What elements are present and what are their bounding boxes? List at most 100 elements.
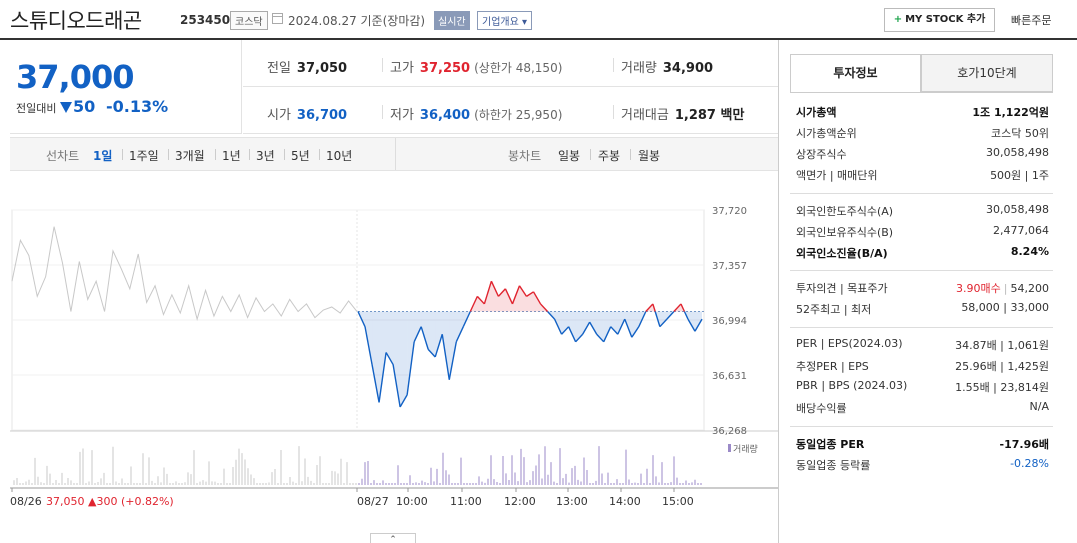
candle-weekly[interactable]: 주봉 <box>598 149 621 163</box>
info-value: 30,058,498 <box>986 146 1049 159</box>
calendar-icon <box>272 13 283 24</box>
collapse-button[interactable]: ⌃ <box>370 533 416 543</box>
info-row: 시가총액순위 코스닥 50위 <box>796 125 1049 145</box>
info-value: 30,058,498 <box>986 203 1049 216</box>
period-3m[interactable]: 3개월 <box>175 149 205 163</box>
today-down-line <box>687 318 696 332</box>
today-up-line <box>526 291 534 297</box>
today-down-area <box>561 311 569 335</box>
today-up-line <box>540 303 549 312</box>
period-3y[interactable]: 3년 <box>256 149 275 163</box>
y-tick-label: 36,631 <box>712 371 747 382</box>
y-tick-label: 37,720 <box>712 206 747 217</box>
today-down-line <box>596 333 605 343</box>
divider <box>382 58 383 72</box>
info-row: 외국인한도주식수(A) 30,058,498 <box>796 203 1049 223</box>
header: 스튜디오드래곤 253450 코스닥 2024.08.27 기준(장마감) 실시… <box>0 0 1077 40</box>
today-up-area <box>498 288 506 312</box>
info-key: 배당수익률 <box>796 402 847 415</box>
today-down-line <box>420 326 429 350</box>
today-down-area <box>442 311 450 380</box>
today-up-line <box>680 303 686 312</box>
divider <box>382 105 383 119</box>
today-up-line <box>497 288 506 297</box>
today-up-line <box>518 285 528 297</box>
info-key: 액면가 | 매매단위 <box>796 169 878 182</box>
today-down-area <box>393 311 401 407</box>
info-value: -0.28% <box>1010 457 1049 470</box>
divider <box>613 105 614 119</box>
today-down-line <box>567 326 577 343</box>
today-down-area <box>386 311 394 365</box>
price-box: 37,000 전일대비 50 -0.13% <box>10 40 242 134</box>
today-down-area <box>449 311 457 380</box>
today-down-line <box>427 348 436 358</box>
mystock-add-button[interactable]: + MY STOCK 추가 <box>884 8 995 32</box>
info-row: 시가총액 1조 1,122억원 <box>796 104 1049 124</box>
today-up-line <box>652 303 656 312</box>
corp-info-button[interactable]: 기업개요 ▾ <box>477 11 532 30</box>
candle-daily[interactable]: 일봉 <box>558 149 581 163</box>
info-row: 투자의견 | 목표주가 3.90매수 | 54,200 <box>796 280 1049 300</box>
current-price: 37,000 <box>16 58 134 96</box>
base-date: 2024.08.27 기준(장마감) <box>288 14 426 28</box>
info-key: 상장주식수 <box>796 148 847 161</box>
today-up-area <box>519 285 527 312</box>
x-tick-label: 08/27 <box>357 495 389 508</box>
period-1y[interactable]: 1년 <box>222 149 241 163</box>
today-up-area <box>477 296 485 312</box>
stat-open: 시가 36,700 <box>267 108 348 123</box>
volume-legend-swatch <box>728 444 731 452</box>
today-down-area <box>372 311 380 403</box>
today-up-line <box>645 303 654 312</box>
tab-invest-info[interactable]: 투자정보 <box>790 54 921 92</box>
today-down-line <box>462 311 471 327</box>
today-down-line <box>589 321 598 335</box>
period-1w[interactable]: 1주일 <box>129 149 159 163</box>
today-down-line <box>617 318 626 335</box>
stock-code: 253450 <box>180 13 231 27</box>
info-value: 2,477,064 <box>993 224 1049 237</box>
today-up-area <box>491 281 499 312</box>
stats-row-1 <box>243 40 778 87</box>
today-down-area <box>407 311 415 395</box>
stat-prev: 전일 37,050 <box>267 61 348 76</box>
today-down-area <box>379 311 387 403</box>
today-down-line <box>694 318 703 332</box>
realtime-badge[interactable]: 실시간 <box>434 11 470 30</box>
period-10y[interactable]: 10년 <box>326 149 353 163</box>
today-down-line <box>603 326 612 343</box>
quick-order-link[interactable]: 빠른주문 <box>1011 14 1052 27</box>
period-1d[interactable]: 1일 <box>93 149 113 163</box>
y-tick-label: 37,357 <box>712 261 747 272</box>
today-down-line <box>624 318 633 338</box>
info-key: PBR | BPS (2024.03) <box>796 379 908 392</box>
today-down-line <box>441 334 450 380</box>
info-key: 시가총액 <box>796 106 837 119</box>
info-value: 58,000 | 33,000 <box>961 301 1049 314</box>
today-down-area <box>575 311 583 342</box>
stat-high: 고가 37,250 (상한가 48,150) <box>390 61 563 76</box>
today-down-line <box>413 326 422 343</box>
today-down-area <box>554 311 562 335</box>
period-5y[interactable]: 5년 <box>291 149 310 163</box>
info-value: 500원 | 1주 <box>990 169 1049 182</box>
info-value: -17.96배 <box>999 438 1049 451</box>
info-key: 시가총액순위 <box>796 127 857 140</box>
today-down-area <box>456 311 464 342</box>
today-down-line <box>683 311 689 320</box>
today-down-line <box>638 311 647 327</box>
info-key: 외국인소진율(B/A) <box>796 247 888 260</box>
stock-name: 스튜디오드래곤 <box>10 9 142 33</box>
stat-amount: 거래대금 1,287 백만 <box>621 108 745 123</box>
today-down-line <box>547 311 556 320</box>
today-down-line <box>553 318 563 335</box>
info-row: PBR | BPS (2024.03) 1.55배 | 23,814원 <box>796 379 1049 399</box>
today-down-line <box>392 364 401 408</box>
tab-orderbook[interactable]: 호가10단계 <box>921 54 1053 92</box>
info-row: 동일업종 PER -17.96배 <box>796 436 1049 456</box>
info-row: 52주최고 | 최저 58,000 | 33,000 <box>796 301 1049 321</box>
main-panel: 37,000 전일대비 50 -0.13% 전일 37,050 고가 37,250(… <box>10 40 778 543</box>
candle-monthly[interactable]: 월봉 <box>638 149 661 163</box>
